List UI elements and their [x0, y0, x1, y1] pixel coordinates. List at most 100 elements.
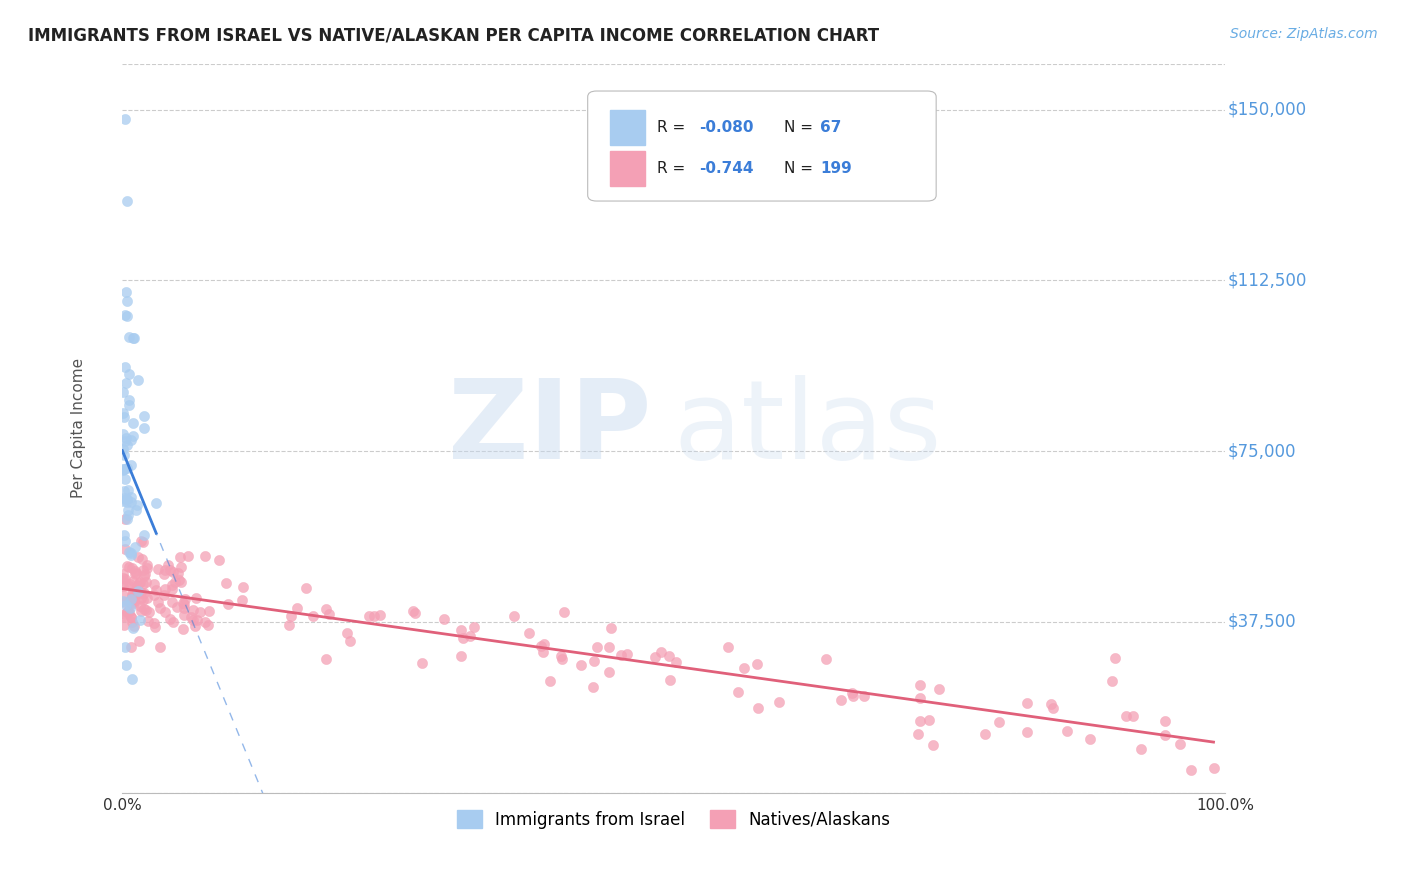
Point [517, 625, 540, 640]
Point [118, 579, 141, 593]
Point [120, 495, 142, 509]
Point [117, 604, 139, 618]
Point [118, 560, 141, 574]
Point [112, 566, 135, 581]
Point [114, 542, 136, 557]
Point [120, 458, 142, 473]
Point [121, 561, 143, 575]
Point [922, 738, 945, 752]
Point [1130, 741, 1153, 756]
Point [134, 528, 156, 542]
Point [121, 672, 143, 686]
Point [181, 602, 204, 616]
Point [128, 634, 150, 648]
Point [173, 607, 195, 622]
Point [114, 534, 136, 549]
Point [404, 607, 426, 621]
Point [121, 331, 143, 345]
Point [177, 549, 200, 564]
Point [153, 566, 176, 581]
Point [160, 578, 183, 592]
Point [129, 586, 152, 600]
Point [665, 655, 688, 669]
Point [186, 591, 208, 606]
Point [125, 503, 148, 517]
Point [122, 429, 145, 443]
Point [830, 693, 852, 707]
Point [169, 573, 191, 587]
Point [117, 398, 139, 412]
Point [1153, 714, 1175, 728]
Point [121, 590, 143, 604]
Text: R =: R = [657, 120, 690, 135]
Point [1122, 708, 1144, 723]
Point [117, 511, 139, 525]
Point [112, 527, 135, 541]
Point [118, 330, 141, 344]
Point [112, 449, 135, 463]
Point [111, 426, 134, 441]
Point [197, 618, 219, 632]
Point [162, 565, 184, 579]
Point [1168, 737, 1191, 751]
Text: R =: R = [657, 161, 690, 176]
Point [159, 563, 181, 577]
Point [747, 701, 769, 715]
Point [165, 574, 187, 589]
Point [149, 601, 172, 615]
Point [1056, 724, 1078, 739]
Point [149, 640, 172, 655]
Point [142, 577, 165, 591]
Point [166, 600, 188, 615]
Point [117, 595, 139, 609]
Point [174, 592, 197, 607]
Point [1039, 697, 1062, 711]
Point [1042, 701, 1064, 715]
Point [551, 651, 574, 665]
Point [115, 293, 138, 308]
Point [363, 609, 385, 624]
Point [122, 622, 145, 636]
Point [315, 602, 337, 616]
Point [134, 602, 156, 616]
Point [433, 612, 456, 626]
Point [156, 558, 179, 572]
Point [569, 658, 592, 673]
Point [125, 566, 148, 581]
Point [336, 625, 359, 640]
Point [122, 596, 145, 610]
Text: atlas: atlas [673, 375, 942, 482]
Point [146, 595, 169, 609]
Point [301, 608, 323, 623]
Point [1017, 696, 1039, 710]
Point [132, 563, 155, 577]
Point [135, 603, 157, 617]
Point [907, 726, 929, 740]
Point [112, 594, 135, 608]
Point [503, 608, 526, 623]
Point [112, 409, 135, 424]
Point [1078, 731, 1101, 746]
Point [231, 593, 253, 607]
Point [132, 576, 155, 591]
Point [402, 604, 425, 618]
Text: IMMIGRANTS FROM ISRAEL VS NATIVE/ALASKAN PER CAPITA INCOME CORRELATION CHART: IMMIGRANTS FROM ISRAEL VS NATIVE/ALASKAN… [28, 27, 879, 45]
FancyBboxPatch shape [610, 151, 645, 186]
Point [135, 575, 157, 590]
Point [120, 490, 142, 504]
Text: ZIP: ZIP [449, 375, 651, 482]
Point [155, 563, 177, 577]
Point [186, 613, 208, 627]
Point [111, 406, 134, 420]
Point [318, 607, 340, 621]
Point [159, 612, 181, 626]
Point [115, 431, 138, 445]
Text: $112,500: $112,500 [1227, 271, 1306, 289]
Point [181, 613, 204, 627]
Point [450, 623, 472, 637]
Point [117, 605, 139, 619]
Point [122, 594, 145, 608]
Point [550, 649, 572, 664]
Point [553, 606, 575, 620]
Point [121, 588, 143, 602]
